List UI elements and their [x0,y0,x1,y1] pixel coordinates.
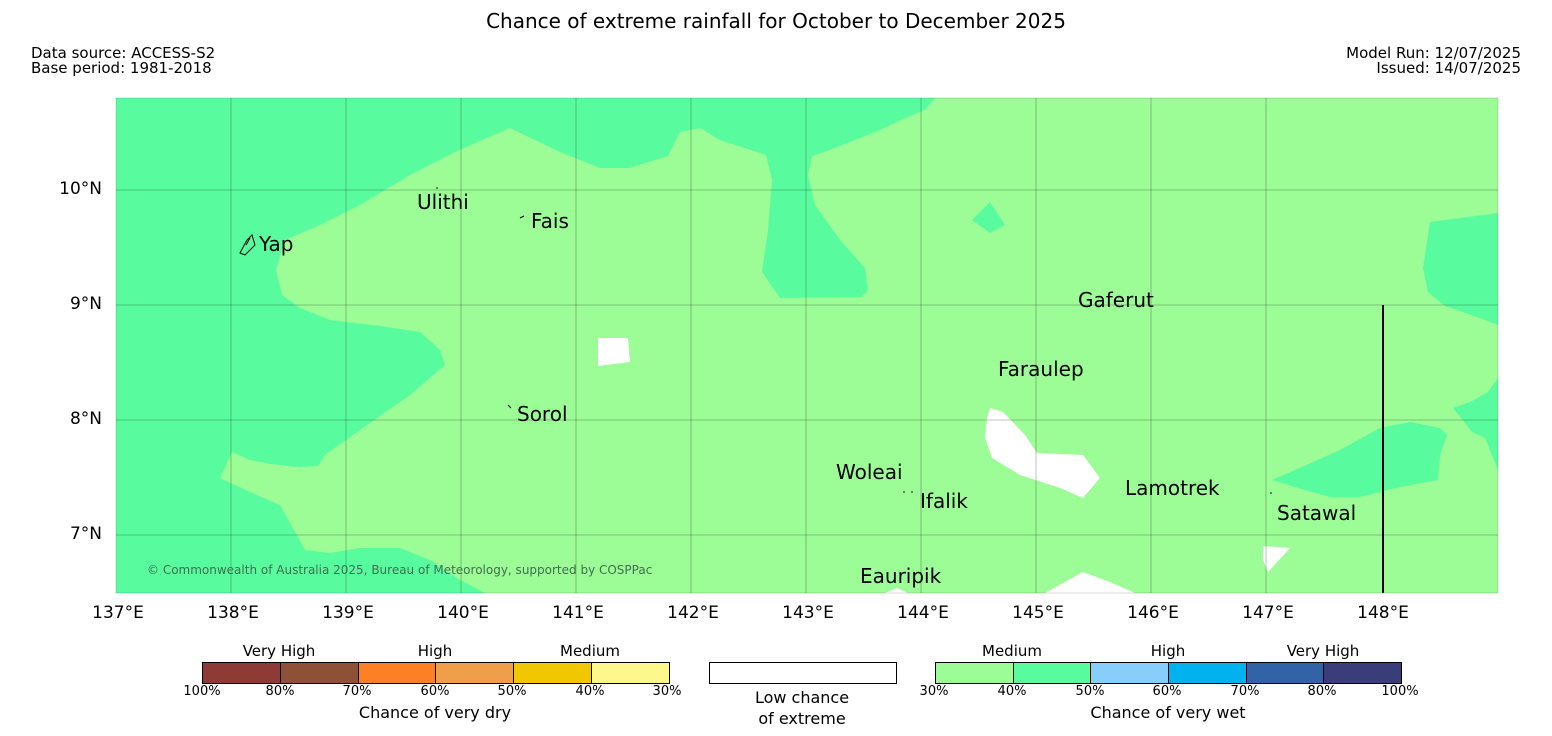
wet-colorbar [935,662,1402,684]
low-chance-label-2: of extreme [758,709,846,728]
dry-category-medium: Medium [560,642,620,660]
wet-category-high: High [1150,642,1186,660]
wet-swatch [1245,663,1324,683]
lat-label-8n: 8°N [69,409,102,429]
wet-tick-40: 40% [997,684,1027,699]
wet-legend-title: Chance of very wet [1090,703,1246,722]
dry-category-high: High [417,642,453,660]
lon-label-138e: 138°E [207,603,259,623]
lon-label-145e: 145°E [1012,603,1064,623]
base-period: Base period: 1981-2018 [31,59,212,77]
high-region-small [972,202,1005,233]
woleai-marker-2 [911,491,913,493]
wet-tick-50: 50% [1075,684,1105,699]
lon-label-140e: 140°E [437,603,489,623]
place-label-yap: Yap [259,232,294,256]
dry-legend-title: Chance of very dry [358,703,512,722]
wet-tick-80: 80% [1307,684,1337,699]
low-chance-swatch [709,662,897,684]
chart-title: Chance of extreme rainfall for October t… [486,9,1066,33]
low-chance-label-1: Low chance [754,688,850,707]
place-label-sorol: Sorol [517,402,568,426]
lon-label-148e: 148°E [1357,603,1409,623]
lon-label-141e: 141°E [552,603,604,623]
lon-label-146e: 146°E [1127,603,1179,623]
lon-label-143e: 143°E [782,603,834,623]
issued-date: Issued: 14/07/2025 [1376,59,1521,77]
lon-label-142e: 142°E [667,603,719,623]
lon-label-147e: 147°E [1242,603,1294,623]
place-label-eauripik: Eauripik [860,564,942,588]
sorol-marker [507,404,512,409]
dry-swatch [513,663,592,683]
place-label-woleai: Woleai [836,460,903,484]
wet-swatch [936,663,1013,683]
wet-swatch [1012,663,1091,683]
dry-swatch [279,663,358,683]
woleai-marker-1 [903,491,905,493]
wet-tick-100: 100% [1381,684,1419,699]
wet-tick-30: 30% [919,684,949,699]
dry-swatch [591,663,669,683]
copyright-notice: © Commonwealth of Australia 2025, Bureau… [147,563,653,577]
map-gridlines [116,98,1498,593]
place-label-ulithi: Ulithi [417,190,469,214]
wet-swatch [1323,663,1402,683]
dry-tick-50: 50% [497,684,527,699]
meta-right: Model Run: 12/07/2025 Issued: 14/07/2025 [1346,46,1521,76]
place-label-gaferut: Gaferut [1078,288,1154,312]
fais-marker [519,215,525,219]
dry-swatch [435,663,514,683]
dry-category-very-high: Very High [242,642,316,660]
meta-left: Data source: ACCESS-S2 Base period: 1981… [31,46,215,76]
dry-swatch [203,663,280,683]
low-region-5 [885,588,908,593]
ulithi-marker [436,187,438,189]
high-region-west [116,98,935,593]
low-region-3 [1263,546,1290,572]
lat-label-7n: 7°N [69,524,102,544]
map-frame [115,97,1499,594]
place-label-fais: Fais [531,209,569,233]
place-label-satawal: Satawal [1277,501,1357,525]
dry-swatch [357,663,436,683]
data-source: Data source: ACCESS-S2 [31,44,216,62]
lat-label-9n: 9°N [69,294,102,314]
lon-label-137e: 137°E [92,603,144,623]
dry-tick-40: 40% [575,684,605,699]
wet-swatch [1090,663,1169,683]
lon-label-139e: 139°E [322,603,374,623]
low-region-1 [598,338,630,366]
wet-swatch [1168,663,1246,683]
model-run: Model Run: 12/07/2025 [1346,44,1521,62]
dry-tick-30: 30% [652,684,682,699]
dry-tick-60: 60% [420,684,450,699]
wet-category-medium: Medium [982,642,1042,660]
wet-tick-60: 60% [1152,684,1182,699]
satawal-marker [1270,492,1272,494]
high-region-southeast [1272,422,1447,497]
dry-tick-70: 70% [342,684,372,699]
dry-tick-80: 80% [265,684,295,699]
yap-island-outline [239,234,256,256]
place-label-ifalik: Ifalik [920,489,968,513]
lon-label-144e: 144°E [897,603,949,623]
dry-colorbar [202,662,670,684]
high-region-east-lower [1453,378,1498,470]
place-label-lamotrek: Lamotrek [1125,476,1220,500]
high-region-east-upper [1423,213,1498,325]
low-region-2 [985,408,1100,498]
wet-tick-70: 70% [1230,684,1260,699]
place-label-faraulep: Faraulep [998,357,1084,381]
dry-tick-100: 100% [183,684,221,699]
lat-label-10n: 10°N [59,179,102,199]
low-region-4 [1045,572,1135,593]
wet-category-very-high: Very High [1286,642,1360,660]
